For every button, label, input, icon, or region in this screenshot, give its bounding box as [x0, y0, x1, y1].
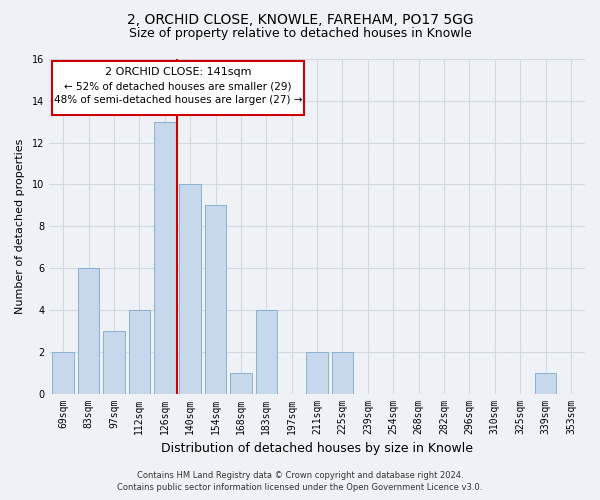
Bar — [128, 310, 150, 394]
Y-axis label: Number of detached properties: Number of detached properties — [15, 138, 25, 314]
Bar — [205, 206, 226, 394]
Text: Size of property relative to detached houses in Knowle: Size of property relative to detached ho… — [128, 28, 472, 40]
Bar — [52, 352, 74, 394]
Bar — [78, 268, 100, 394]
Text: 2, ORCHID CLOSE, KNOWLE, FAREHAM, PO17 5GG: 2, ORCHID CLOSE, KNOWLE, FAREHAM, PO17 5… — [127, 12, 473, 26]
FancyBboxPatch shape — [52, 60, 304, 116]
Text: Contains HM Land Registry data © Crown copyright and database right 2024.
Contai: Contains HM Land Registry data © Crown c… — [118, 471, 482, 492]
Bar — [332, 352, 353, 394]
Text: 2 ORCHID CLOSE: 141sqm: 2 ORCHID CLOSE: 141sqm — [105, 66, 251, 76]
Bar — [256, 310, 277, 394]
Text: 48% of semi-detached houses are larger (27) →: 48% of semi-detached houses are larger (… — [54, 95, 302, 105]
Bar — [306, 352, 328, 394]
Bar — [230, 372, 251, 394]
Bar — [535, 372, 556, 394]
X-axis label: Distribution of detached houses by size in Knowle: Distribution of detached houses by size … — [161, 442, 473, 455]
Bar — [154, 122, 176, 394]
Bar — [179, 184, 201, 394]
Bar — [103, 331, 125, 394]
Text: ← 52% of detached houses are smaller (29): ← 52% of detached houses are smaller (29… — [64, 81, 292, 91]
